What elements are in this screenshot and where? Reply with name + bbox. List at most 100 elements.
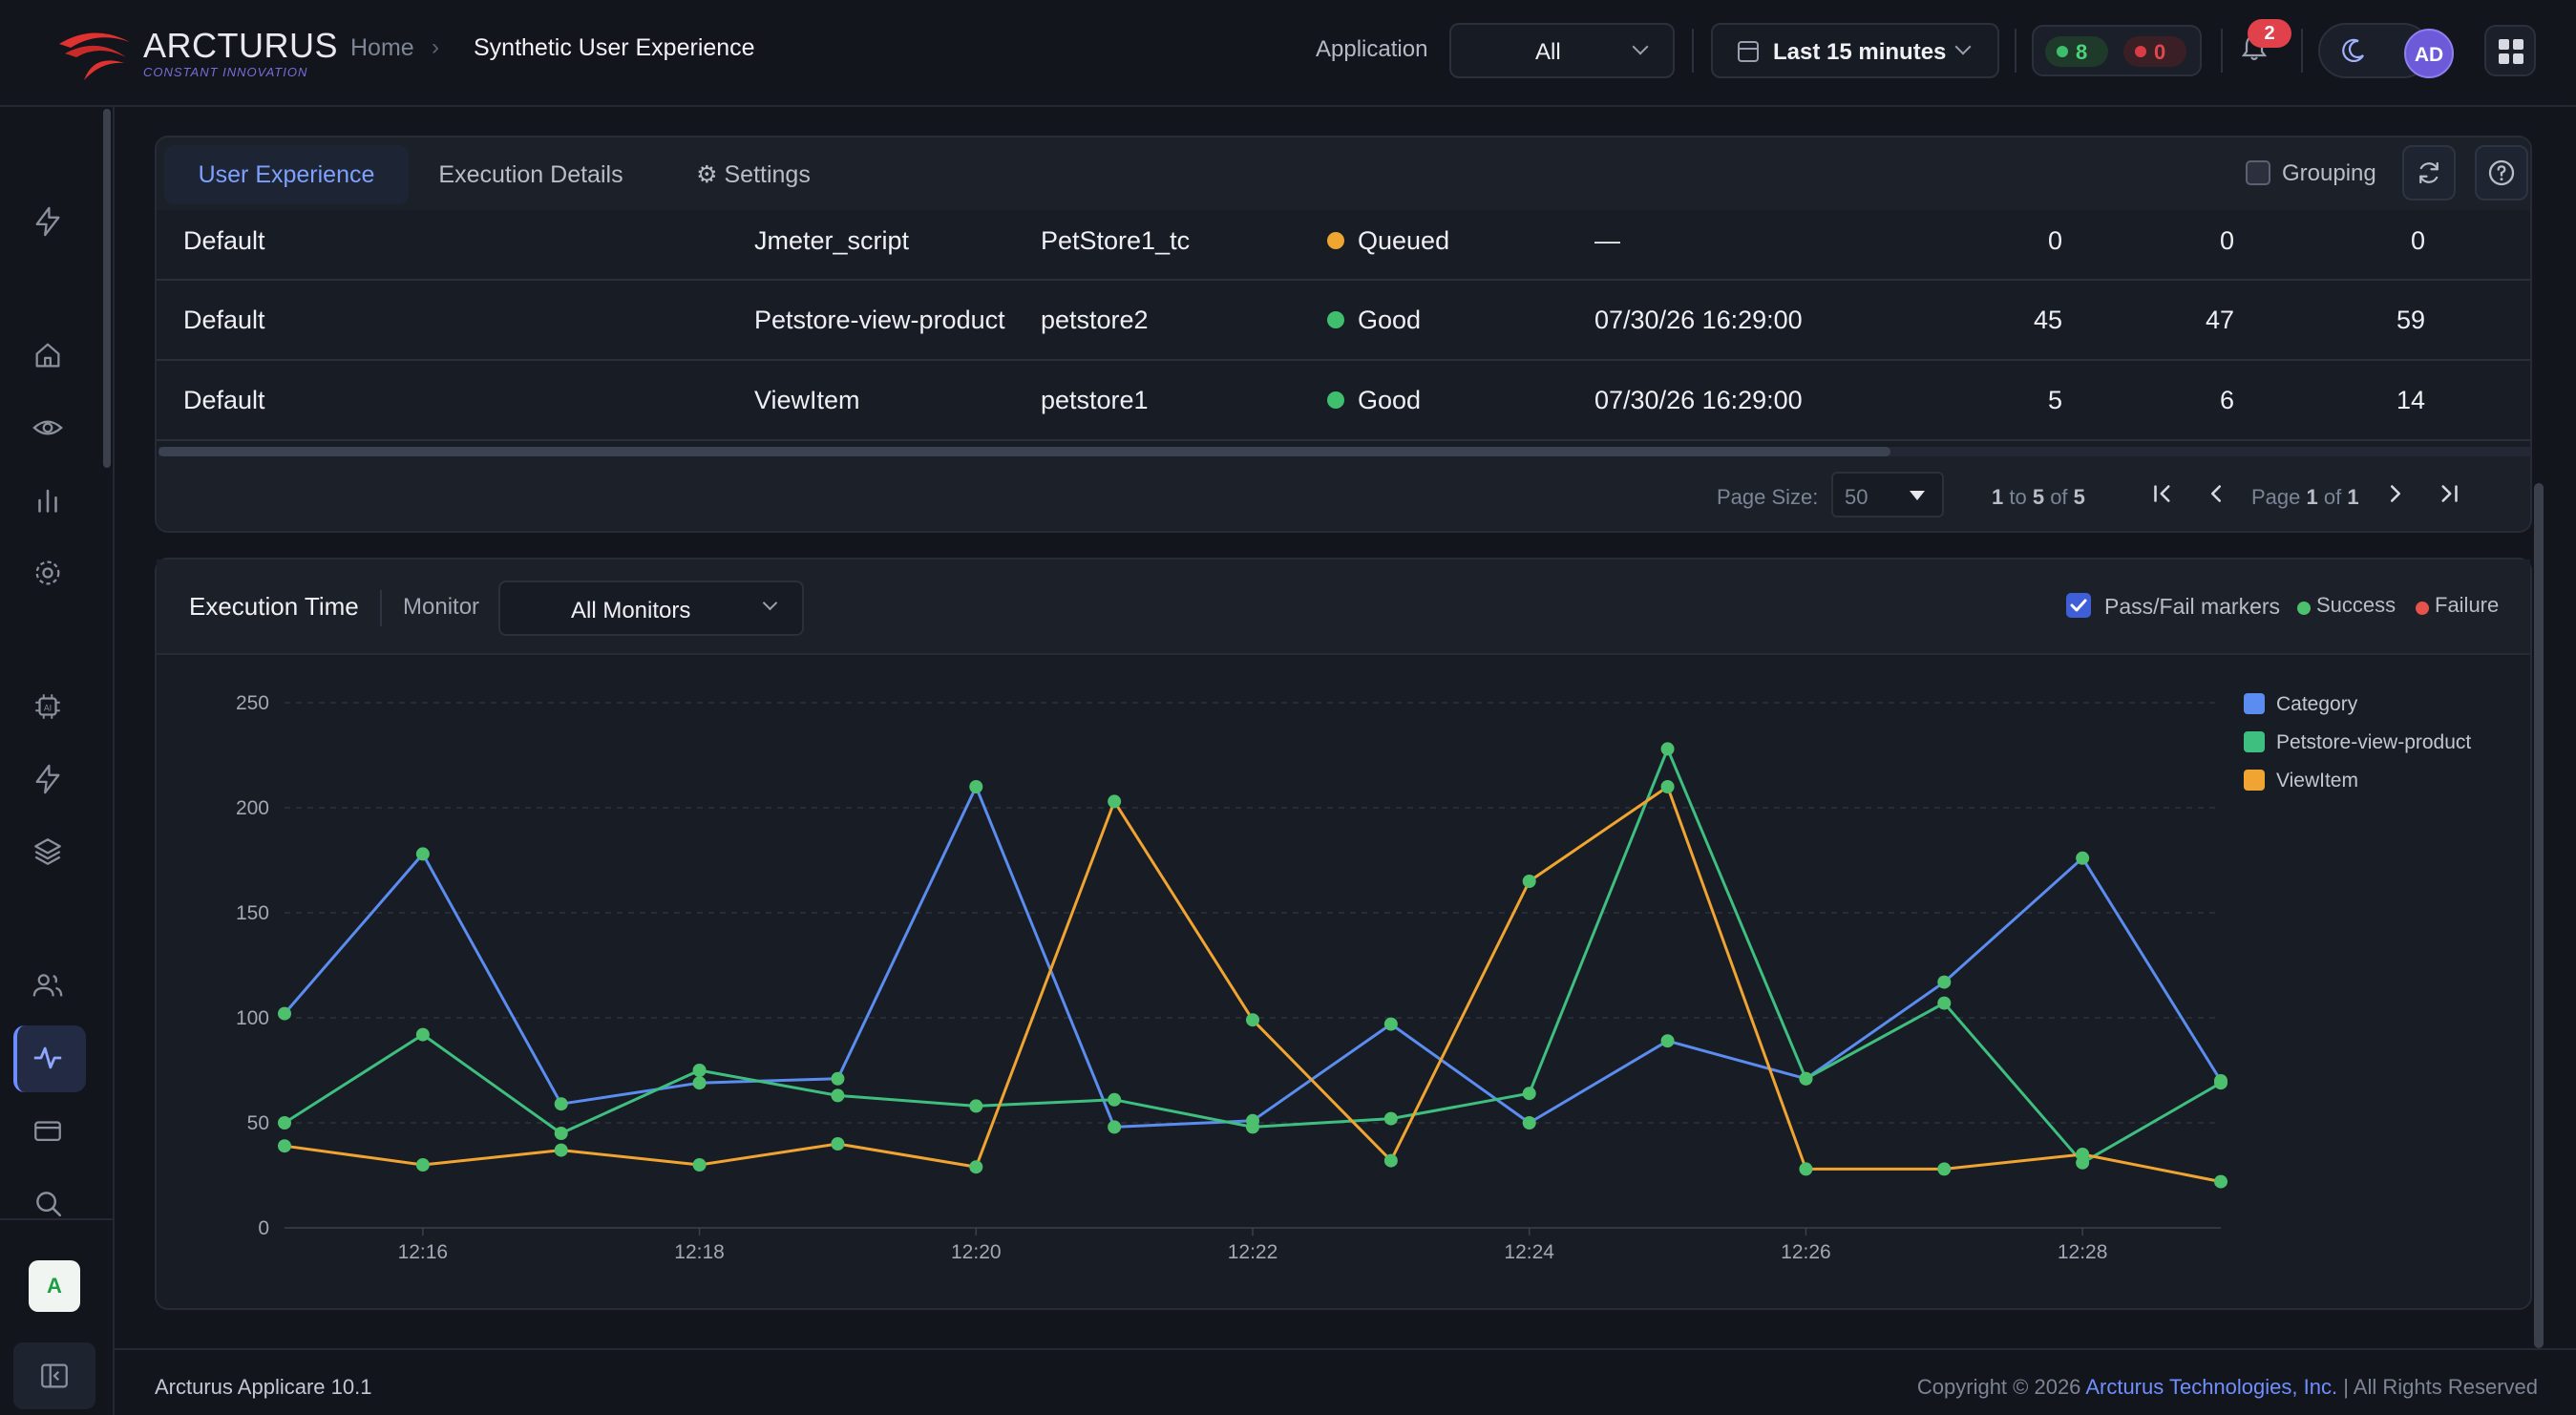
y-tick-label: 0 — [258, 1217, 269, 1239]
table-row[interactable]: Default Petstore-view-product petstore2 … — [157, 281, 2530, 361]
status-ok-badge[interactable]: 8 — [2045, 36, 2108, 67]
cell-value-3: 59 — [2396, 306, 2425, 334]
y-tick-label: 250 — [236, 692, 269, 714]
breadcrumb-home[interactable]: Home — [350, 34, 414, 61]
arcturus-logo[interactable]: ARCTURUS CONSTANT INNOVATION — [55, 23, 338, 84]
ai-chip-icon: AI — [35, 694, 60, 719]
checkmark-icon — [2070, 599, 2087, 612]
sidebar-item-layers[interactable] — [29, 833, 67, 871]
failure-dot-icon — [2416, 602, 2429, 615]
tab-execution-details[interactable]: Execution Details — [438, 161, 623, 188]
sidebar-item-alerts[interactable] — [29, 760, 67, 798]
status-ok-count: 8 — [2076, 40, 2088, 64]
monitor-select[interactable]: All Monitors — [498, 581, 804, 636]
sidebar-item-home[interactable] — [29, 336, 67, 374]
monitor-select-value: All Monitors — [571, 598, 691, 623]
success-marker — [1108, 1120, 1122, 1134]
sidebar-item-monitoring[interactable] — [29, 409, 67, 447]
sidebar-item-synthetic[interactable] — [29, 1039, 67, 1077]
cell-script: ViewItem — [754, 386, 860, 414]
sidebar-item-reports[interactable] — [29, 481, 67, 519]
x-tick-label: 12:26 — [1781, 1241, 1831, 1263]
tab-settings[interactable]: ⚙ Settings — [696, 161, 811, 188]
sidebar-item-billing[interactable] — [29, 1111, 67, 1150]
success-marker — [2076, 1148, 2090, 1161]
user-avatar[interactable]: AD — [2404, 29, 2454, 78]
table-row[interactable]: Default ViewItem petstore1 Good 07/30/26… — [157, 361, 2530, 441]
success-marker — [969, 780, 983, 793]
tab-user-experience[interactable]: User Experience — [164, 145, 409, 204]
page-size-select[interactable]: 50 — [1831, 472, 1944, 517]
sidebar-item-search[interactable] — [29, 1184, 67, 1222]
monitor-label: Monitor — [403, 594, 480, 620]
users-icon — [32, 974, 63, 997]
credit-card-icon — [34, 1121, 61, 1142]
previous-page-icon[interactable] — [2202, 479, 2230, 508]
refresh-icon — [2419, 161, 2439, 184]
sidebar-scrollbar[interactable] — [103, 109, 111, 468]
page-scrollbar[interactable] — [2534, 483, 2544, 1348]
apps-grid-button[interactable] — [2484, 25, 2536, 76]
success-marker — [278, 1006, 291, 1021]
cell-value-4: 70 — [2511, 306, 2530, 335]
sidebar-item-ai[interactable]: AI — [29, 687, 67, 726]
copyright: Copyright © 2026 Arcturus Technologies, … — [1917, 1375, 2538, 1400]
refresh-button[interactable] — [2402, 145, 2456, 201]
help-button[interactable] — [2475, 145, 2528, 201]
calendar-icon — [1738, 41, 1759, 62]
sidebar-item-settings[interactable] — [29, 554, 67, 592]
company-link[interactable]: Arcturus Technologies, Inc. — [2085, 1375, 2338, 1399]
application-select[interactable]: All — [1449, 23, 1675, 78]
cell-last-run: 07/30/26 16:29:00 — [1594, 386, 1803, 414]
layers-icon — [34, 838, 61, 865]
success-marker — [278, 1139, 291, 1153]
activity-pulse-icon — [33, 1046, 62, 1069]
sidebar-item-users[interactable] — [29, 966, 67, 1004]
divider — [2221, 29, 2223, 73]
gear-icon — [35, 560, 60, 585]
last-page-icon[interactable] — [2435, 479, 2463, 508]
success-marker — [831, 1137, 845, 1151]
cell-monitor: PetStore1_tc — [1041, 226, 1191, 255]
success-marker — [1937, 996, 1952, 1010]
success-marker — [1522, 1087, 1536, 1101]
y-tick-label: 100 — [236, 1007, 269, 1029]
cell-status: Queued — [1358, 226, 1450, 255]
legend-label: Petstore-view-product — [2276, 731, 2471, 753]
moon-icon[interactable] — [2341, 38, 2366, 63]
success-marker — [1937, 975, 1952, 989]
divider — [1692, 29, 1694, 73]
application-label: Application — [1316, 36, 1428, 62]
success-label: Success — [2316, 593, 2397, 617]
status-dot-icon — [1327, 391, 1344, 409]
success-marker — [1937, 1162, 1952, 1176]
table-scrollbar-thumb[interactable] — [158, 447, 1890, 456]
home-icon — [35, 343, 60, 368]
success-marker — [1660, 1034, 1675, 1048]
row-range-summary: 1 to 5 of 5 — [1992, 485, 2085, 509]
cell-value-3: 14 — [2396, 386, 2425, 414]
next-page-icon[interactable] — [2381, 479, 2410, 508]
sidebar-collapse-button[interactable] — [13, 1342, 95, 1409]
time-range-select[interactable]: Last 15 minutes — [1711, 23, 1999, 78]
cell-value-1: 5 — [2047, 386, 2062, 414]
fail-dot-icon — [2135, 46, 2146, 57]
status-fail-badge[interactable]: 0 — [2123, 36, 2186, 67]
sidebar-item-events[interactable] — [29, 202, 67, 241]
success-marker — [1246, 1120, 1259, 1134]
success-marker — [415, 1027, 430, 1042]
cell-value-3: 0 — [2410, 226, 2425, 255]
sidebar: AI A — [0, 107, 115, 1415]
table-row[interactable]: Default Jmeter_script PetStore1_tc Queue… — [157, 210, 2530, 281]
cell-script: Petstore-view-product — [754, 306, 1005, 334]
grouping-checkbox[interactable] — [2246, 160, 2270, 185]
cell-group: Default — [183, 306, 265, 334]
status-summary[interactable]: 8 0 — [2032, 25, 2202, 76]
user-controls: AD — [2318, 23, 2454, 78]
copyright-suffix: | All Rights Reserved — [2343, 1375, 2538, 1399]
pass-fail-markers-checkbox[interactable] — [2066, 593, 2091, 618]
cell-last-run: 07/30/26 16:29:00 — [1594, 306, 1803, 334]
workspace-avatar[interactable]: A — [29, 1260, 80, 1312]
first-page-icon[interactable] — [2148, 479, 2177, 508]
lightning-icon — [35, 206, 60, 237]
